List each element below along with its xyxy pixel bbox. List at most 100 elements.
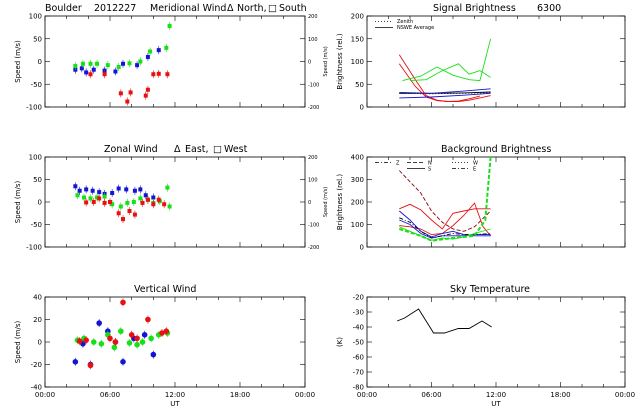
west-symbol: □ <box>213 144 222 155</box>
data-point-red <box>120 299 126 306</box>
y-tick-label: 50 <box>33 176 42 184</box>
y2-tick-label: -100 <box>308 82 319 88</box>
y-tick-label: 0 <box>38 58 42 66</box>
y-tick-label: 100 <box>351 58 364 66</box>
data-point-red <box>162 202 167 207</box>
data-point-blue <box>141 332 148 338</box>
north-label: North, <box>237 3 267 14</box>
plot-frame <box>44 15 306 108</box>
data-point-red <box>132 212 137 217</box>
data-point-red <box>102 200 107 205</box>
data-point-blue <box>84 70 89 75</box>
data-point-red <box>91 200 96 204</box>
y-tick-label: 0 <box>360 244 364 252</box>
data-point-blue <box>124 187 129 192</box>
meridional-title-text: Meridional Wind <box>150 3 226 14</box>
series-line-blue <box>399 88 491 94</box>
y-axis-label: Speed (m/s) <box>14 181 22 224</box>
y-tick-label: -50 <box>31 81 42 89</box>
y2-tick-label: 0 <box>308 200 311 206</box>
series-line-green <box>409 63 491 82</box>
y-tick-label: -40 <box>31 384 42 392</box>
data-point-green <box>75 193 80 198</box>
data-point-red <box>83 337 89 344</box>
series-line-green <box>402 38 492 82</box>
data-point-green <box>95 195 99 200</box>
data-point-green <box>134 341 140 348</box>
data-point-red <box>156 71 161 76</box>
data-point-red <box>87 362 94 369</box>
y-tick-label: 0 <box>38 199 42 207</box>
data-point-green <box>125 200 130 205</box>
north-symbol: Δ <box>227 3 234 14</box>
data-point-blue <box>84 187 89 192</box>
data-point-red <box>134 335 140 342</box>
data-point-blue <box>116 186 121 191</box>
x-axis-label: UT <box>170 400 180 408</box>
data-point-green <box>116 64 121 69</box>
wavelength-label: 6300 <box>537 3 561 14</box>
legend-entry: Zenith <box>397 19 413 25</box>
y-tick-label: -100 <box>26 104 42 112</box>
legend-entry: Z <box>396 161 400 167</box>
y-tick-label: 20 <box>33 316 42 324</box>
data-point-blue <box>143 193 148 198</box>
east-symbol: Δ <box>174 144 181 155</box>
x-tick-label: 00:00 <box>295 391 315 399</box>
plot-frame <box>44 156 306 248</box>
y2-tick-label: 0 <box>308 60 311 66</box>
y-tick-label: 200 <box>351 199 364 207</box>
plot-frame <box>366 156 626 248</box>
data-point-green <box>165 185 170 190</box>
y-tick-label: -30 <box>353 309 364 317</box>
data-point-blue <box>156 48 161 53</box>
y2-tick-label: -200 <box>308 105 319 111</box>
y2-tick-label: 200 <box>308 155 318 161</box>
y-tick-label: -60 <box>353 354 364 362</box>
data-point-green <box>131 200 136 204</box>
y2-tick-label: 100 <box>308 178 318 184</box>
data-point-green <box>111 344 118 351</box>
meridional-title: Boulder 2012227 Meridional Wind Δ North,… <box>45 3 307 14</box>
data-point-green <box>118 328 124 335</box>
data-point-red <box>156 197 161 202</box>
y2-tick-label: -100 <box>308 223 319 229</box>
data-point-green <box>88 61 93 66</box>
data-point-green <box>110 202 115 207</box>
east-label: East, <box>185 144 209 155</box>
west-label: West <box>224 144 248 155</box>
data-point-red <box>116 211 121 216</box>
south-label: South <box>279 3 307 14</box>
legend-entry: N <box>428 161 432 167</box>
y-axis-label: Brightness (rel.) <box>336 174 344 230</box>
series-line-black <box>396 308 492 334</box>
data-point-blue <box>73 184 78 189</box>
y-tick-label: 40 <box>33 294 42 302</box>
data-point-red <box>145 197 150 202</box>
zonal-title-text: Zonal Wind <box>104 144 158 155</box>
y2-tick-label: 100 <box>308 37 318 43</box>
data-point-green <box>98 341 105 347</box>
y2-tick-label: -200 <box>308 245 319 251</box>
data-point-green <box>105 63 110 68</box>
panel-signal: 0 50 100 150 200 Brightness (rel.) ZenithNSWE … <box>336 13 626 112</box>
y-tick-label: 0 <box>360 104 364 112</box>
y-tick-label: -40 <box>353 324 364 332</box>
x-tick-label: 12:00 <box>486 391 506 399</box>
data-point-blue <box>113 69 118 74</box>
data-point-red <box>97 196 102 201</box>
data-point-blue <box>135 63 140 68</box>
vertical-title: Vertical Wind <box>134 284 196 295</box>
y-tick-label: 50 <box>33 35 42 43</box>
legend-entry: NSWE Average <box>397 25 434 31</box>
x-tick-label: 18:00 <box>230 391 250 399</box>
x-tick-label: 00:00 <box>35 391 55 399</box>
data-point-blue <box>120 359 126 365</box>
legend-entry: E <box>473 167 476 173</box>
y-tick-label: 200 <box>351 13 364 21</box>
data-point-red <box>76 338 83 344</box>
data-point-green <box>139 339 146 345</box>
x-tick-label: 00:00 <box>615 391 635 399</box>
data-point-blue <box>91 67 96 72</box>
data-point-red <box>112 339 119 345</box>
